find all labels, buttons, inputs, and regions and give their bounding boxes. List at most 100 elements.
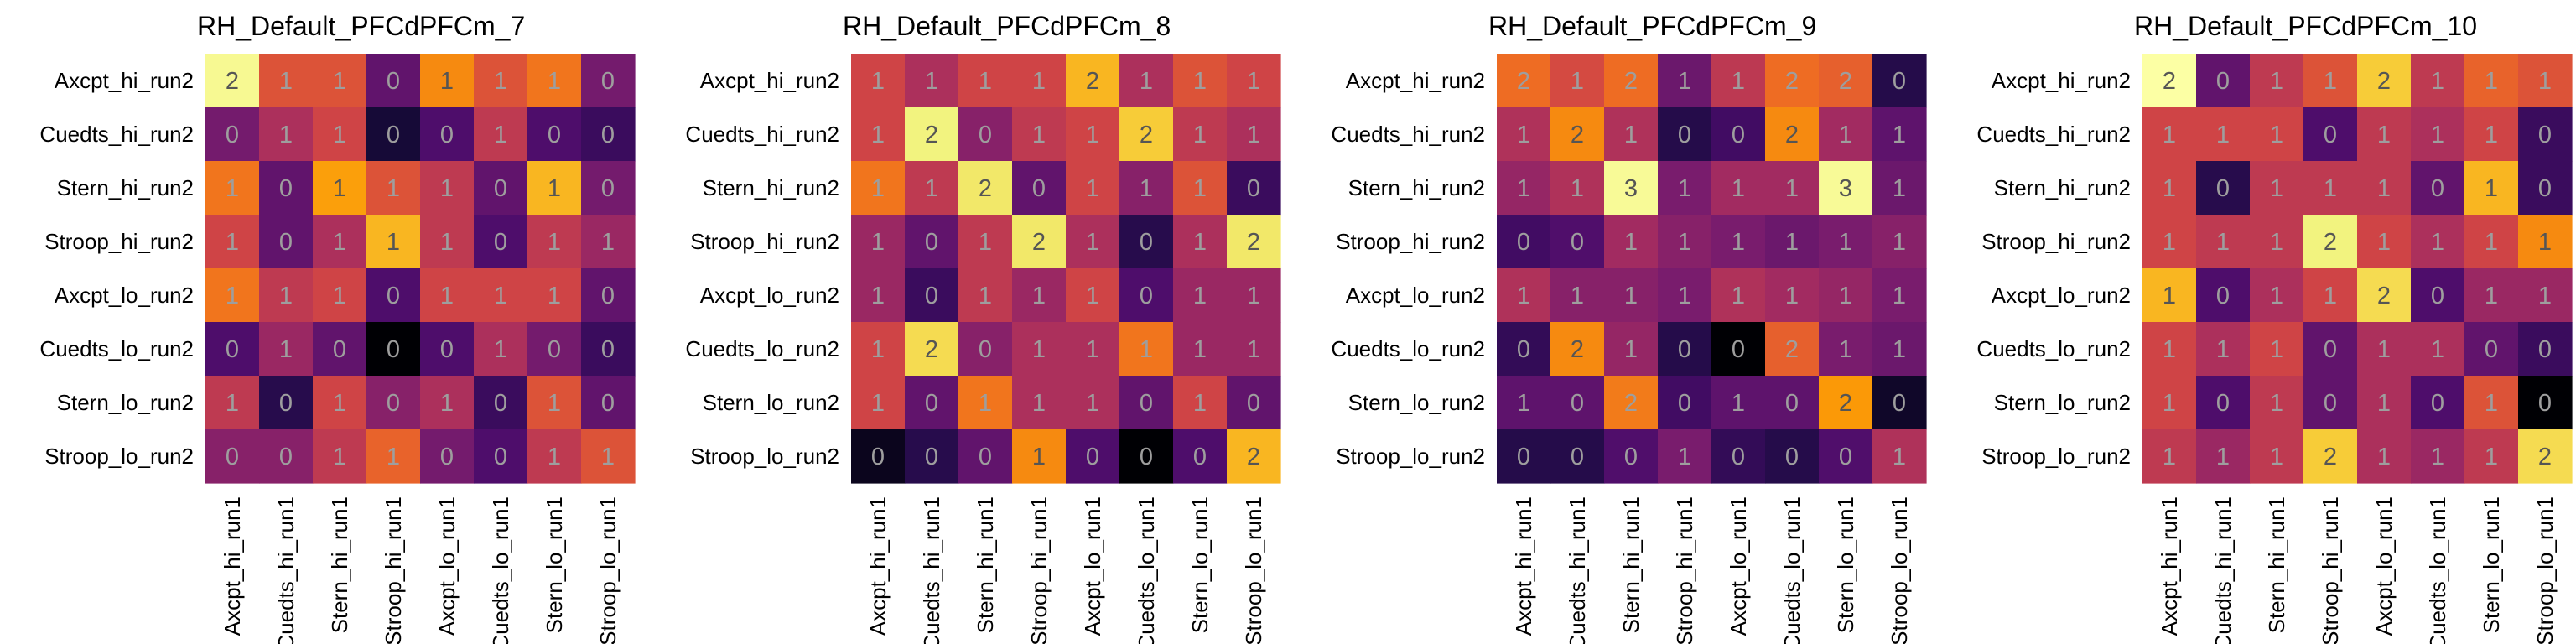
heatmap-cell	[2196, 429, 2251, 484]
cell-label: 1	[925, 175, 938, 202]
heatmap-cell	[1711, 268, 1766, 323]
cell-label: 1	[2270, 68, 2283, 95]
heatmap-cell	[1711, 161, 1766, 216]
heatmap-cell	[1711, 107, 1766, 162]
cell-label: 0	[601, 390, 615, 417]
cell-label: 0	[2216, 68, 2230, 95]
x-tick-label: Stroop_lo_run1	[595, 496, 621, 644]
heatmap-cell	[205, 161, 260, 216]
heatmap-cell	[1173, 215, 1228, 269]
heatmap-cell	[581, 322, 636, 377]
heatmap-cell	[1012, 376, 1067, 430]
x-tick-label: Axcpt_lo_run1	[2371, 496, 2397, 636]
cell-label: 1	[2270, 390, 2283, 417]
cell-label: 0	[1732, 444, 1745, 470]
cell-label: 1	[2485, 390, 2498, 417]
cell-label: 0	[279, 175, 293, 202]
y-tick-label: Axcpt_lo_run2	[1992, 283, 2131, 308]
heatmap-cell	[474, 161, 528, 216]
heatmap-cell	[420, 161, 475, 216]
cell-label: 2	[1247, 444, 1260, 470]
heatmap-cell	[581, 54, 636, 108]
heatmap-cell	[1550, 376, 1605, 430]
cell-label: 1	[1517, 283, 1530, 309]
x-tick-label: Stern_lo_run1	[1833, 496, 1858, 633]
y-tick-label: Stern_lo_run2	[1994, 390, 2131, 415]
cell-label: 0	[1839, 444, 1852, 470]
x-tick-label: Axcpt_hi_run1	[220, 496, 245, 636]
cell-label: 1	[2431, 336, 2444, 363]
heatmap-cell	[366, 54, 421, 108]
cell-label: 1	[1839, 336, 1852, 363]
heatmap-cell	[2464, 107, 2519, 162]
heatmap-cell	[2196, 376, 2251, 430]
heatmap-cell	[1227, 322, 1281, 377]
heatmap-cell	[313, 215, 367, 269]
heatmap-cell	[259, 54, 314, 108]
cell-label: 0	[387, 122, 400, 148]
heatmap-cell	[366, 268, 421, 323]
heatmap-cell	[2518, 161, 2573, 216]
cell-label: 1	[1517, 175, 1530, 202]
heatmap-panel-2: RH_Default_PFCdPFCm_8 1 1 1 1 2 1 1 1 1 2 0 1 1 2 1 1 1 1 2…	[685, 11, 1281, 644]
heatmap-cell	[905, 161, 959, 216]
heatmap-cell	[2357, 215, 2412, 269]
cell-label: 0	[548, 122, 561, 148]
cell-label: 0	[494, 444, 507, 470]
x-tick-label: Axcpt_lo_run1	[434, 496, 460, 636]
cell-label: 0	[1732, 122, 1745, 148]
heatmap-cell	[2142, 429, 2197, 484]
cell-label: 1	[1571, 68, 1584, 95]
cell-label: 1	[2270, 444, 2283, 470]
cell-label: 1	[1624, 229, 1638, 256]
cell-label: 2	[925, 336, 938, 363]
heatmap-cell	[2142, 322, 2197, 377]
heatmap-cell	[2357, 322, 2412, 377]
heatmap-cell	[2196, 322, 2251, 377]
heatmap-cell	[1119, 429, 1174, 484]
cell-label: 0	[979, 336, 992, 363]
heatmap-cell	[1658, 161, 1712, 216]
cell-label: 1	[494, 68, 507, 95]
cell-label: 1	[1893, 175, 1906, 202]
cell-label: 1	[1732, 68, 1745, 95]
cell-label: 0	[601, 175, 615, 202]
cell-label: 1	[1517, 390, 1530, 417]
heatmap-cell	[1227, 215, 1281, 269]
heatmap-cell	[2250, 376, 2304, 430]
cell-label: 1	[1678, 229, 1691, 256]
heatmap-cell	[205, 215, 260, 269]
heatmap-cell	[2464, 161, 2519, 216]
cell-label: 1	[1086, 336, 1099, 363]
cell-label: 1	[1732, 390, 1745, 417]
cell-label: 0	[1140, 390, 1153, 417]
cell-label: 1	[1247, 283, 1260, 309]
x-tick-label: Cuedts_hi_run1	[1565, 496, 1590, 644]
heatmap-cell	[420, 215, 475, 269]
cell-label: 1	[871, 229, 885, 256]
heatmap-cell	[2411, 268, 2465, 323]
y-tick-label: Stroop_hi_run2	[1336, 229, 1485, 254]
heatmap-cell	[2303, 268, 2358, 323]
cell-label: 1	[226, 283, 239, 309]
cell-label: 1	[2377, 390, 2391, 417]
cell-label: 0	[279, 229, 293, 256]
heatmap-cell	[1550, 322, 1605, 377]
heatmap-cell	[2411, 107, 2465, 162]
heatmap-cell	[2464, 429, 2519, 484]
heatmap-cell	[205, 268, 260, 323]
heatmap-cell	[1119, 215, 1174, 269]
heatmap-cell	[2303, 107, 2358, 162]
heatmap-cell	[2411, 376, 2465, 430]
cell-label: 1	[1193, 229, 1207, 256]
cell-label: 1	[1086, 175, 1099, 202]
heatmap-cell	[2357, 54, 2412, 108]
heatmap-cell	[905, 322, 959, 377]
panel-title: RH_Default_PFCdPFCm_7	[197, 11, 525, 41]
heatmap-cell	[1872, 376, 1927, 430]
cell-label: 2	[2324, 444, 2337, 470]
cell-label: 0	[1140, 283, 1153, 309]
x-tick-label: Cuedts_hi_run1	[2210, 496, 2236, 644]
cell-label: 1	[548, 175, 561, 202]
heatmap-cell	[366, 429, 421, 484]
